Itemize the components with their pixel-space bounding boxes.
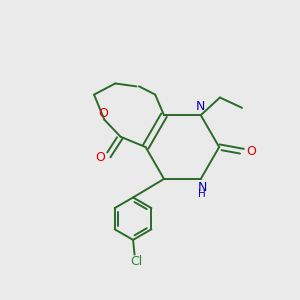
Text: O: O bbox=[98, 107, 108, 120]
Text: H: H bbox=[198, 189, 206, 199]
Text: O: O bbox=[95, 151, 105, 164]
Text: O: O bbox=[246, 145, 256, 158]
Text: N: N bbox=[196, 100, 206, 113]
Text: Cl: Cl bbox=[130, 255, 142, 268]
Text: N: N bbox=[198, 181, 207, 194]
